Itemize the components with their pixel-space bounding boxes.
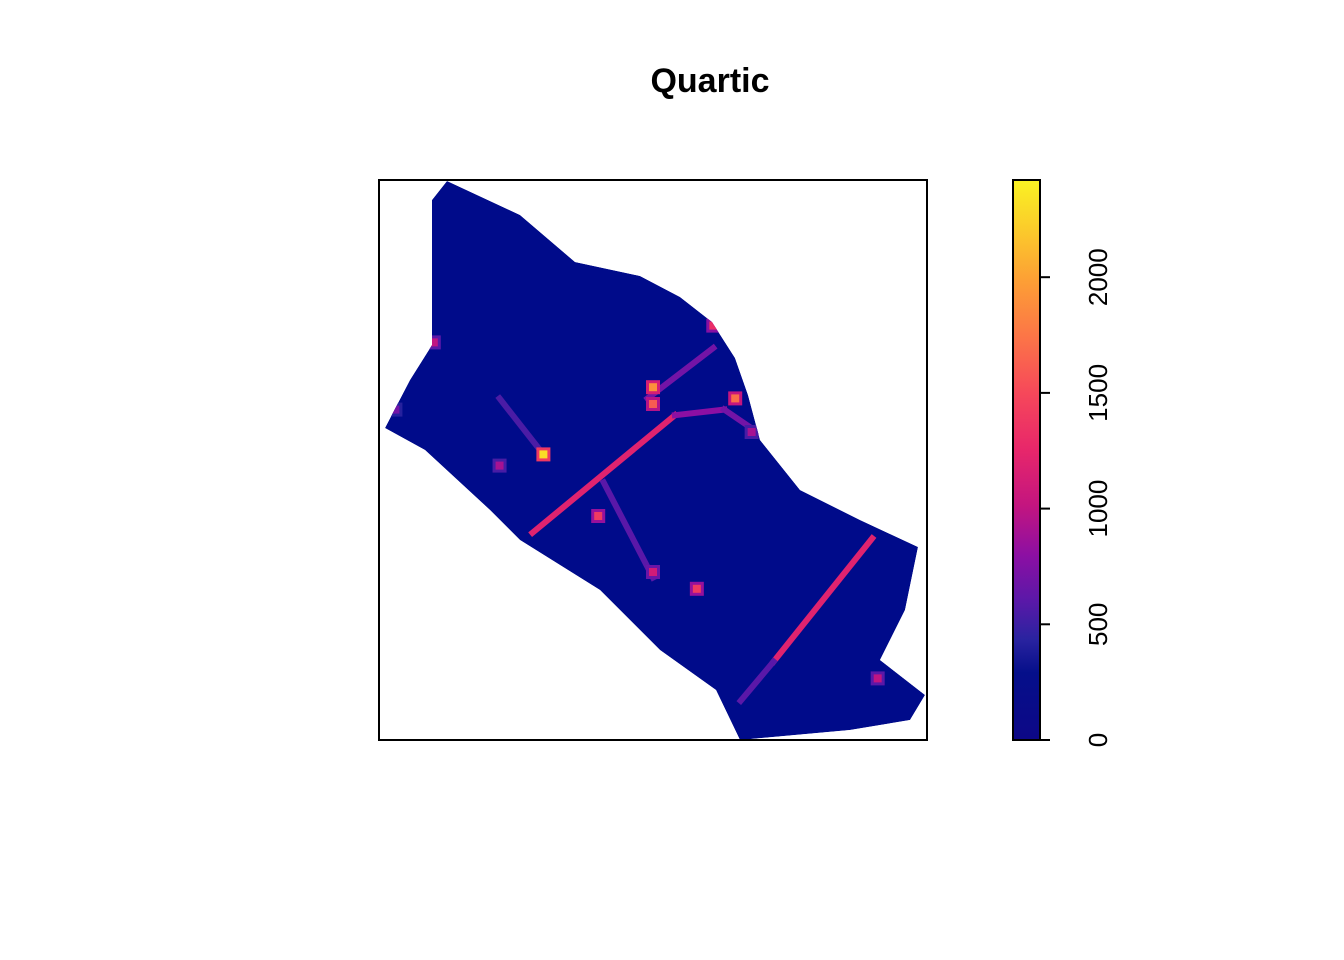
hotspot (649, 400, 657, 408)
hotspot (594, 512, 603, 520)
hotspot (539, 450, 548, 459)
plot-frame (378, 179, 928, 741)
hotspot (709, 321, 718, 330)
colorbar-tick-label: 1000 (1083, 480, 1113, 538)
colorbar-tick-label: 2000 (1083, 248, 1113, 306)
hotspot (649, 568, 657, 576)
street-segment (599, 478, 658, 582)
colorbar-frame (1012, 179, 1041, 741)
hotspot (495, 461, 504, 470)
street-segment (495, 394, 548, 459)
hotspot (649, 383, 657, 392)
chart-title: Quartic (650, 62, 769, 100)
colorbar-tick-label: 1500 (1083, 364, 1113, 422)
hotspot (747, 428, 756, 436)
hotspot (391, 405, 400, 414)
colorbar-tick-label: 500 (1083, 603, 1113, 646)
heatmap-surface (385, 181, 925, 740)
colorbar-gradient (1013, 180, 1040, 740)
colorbar: 0 500 1000 1500 2000 (1012, 179, 1113, 747)
street-segment (671, 406, 728, 419)
street-segment (769, 534, 877, 666)
street-segment (736, 657, 778, 706)
hotspot (429, 338, 438, 347)
study-region (385, 181, 925, 740)
street-lines (495, 343, 877, 706)
hotspot (731, 394, 740, 403)
colorbar-tick-label: 0 (1083, 733, 1113, 747)
hotspot (873, 674, 882, 683)
hotspot (692, 584, 701, 593)
colorbar-ticks: 0 500 1000 1500 2000 (1040, 248, 1113, 747)
street-segment (528, 410, 680, 538)
